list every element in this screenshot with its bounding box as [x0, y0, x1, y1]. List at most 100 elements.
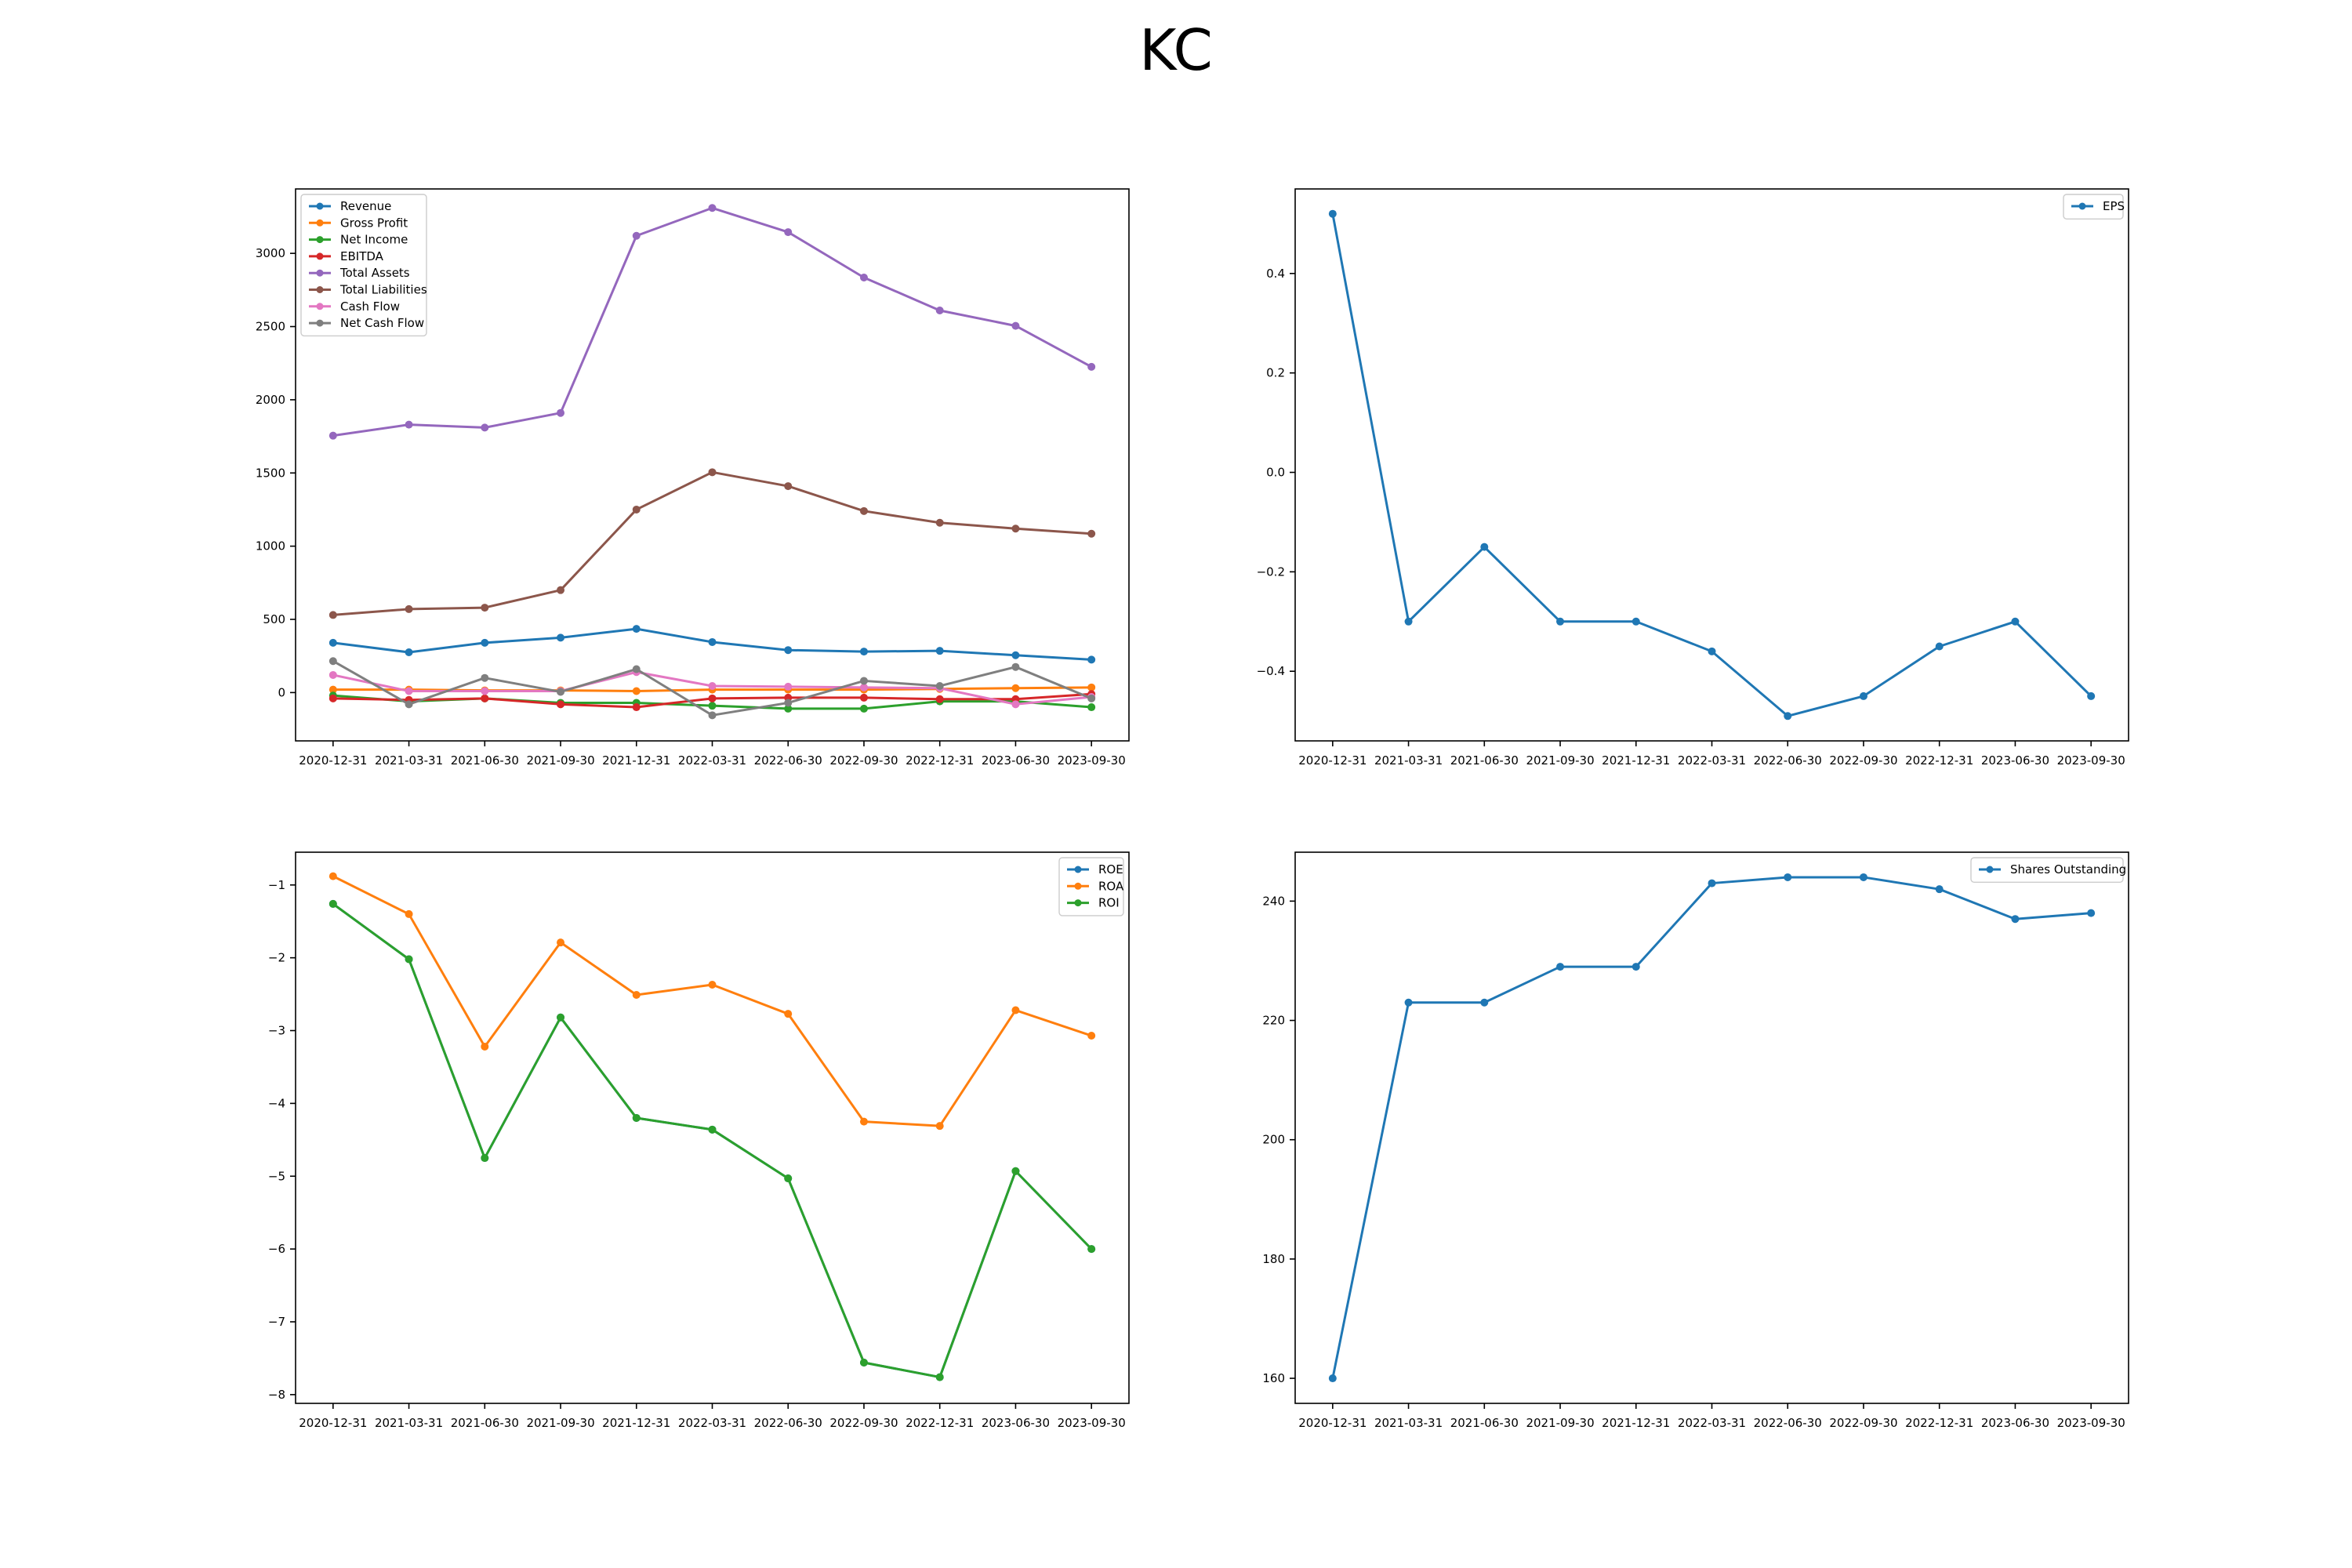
y-tick-label: −0.4 [1257, 664, 1285, 678]
x-tick-label: 2023-09-30 [1058, 753, 1126, 768]
data-point [859, 273, 868, 281]
y-tick-label: −2 [268, 951, 285, 965]
data-point [1011, 662, 1020, 671]
data-point [708, 204, 717, 212]
legend-label: ROA [1098, 879, 1124, 893]
x-tick-label: 2022-12-31 [906, 753, 974, 768]
data-point [632, 703, 641, 712]
data-point [1087, 1032, 1096, 1040]
x-tick-label: 2021-09-30 [526, 1416, 594, 1430]
data-point [935, 306, 944, 314]
legend-marker [1074, 866, 1082, 873]
data-point [1011, 524, 1020, 533]
legend-box [300, 194, 427, 337]
data-point [2011, 915, 2020, 924]
data-point [1632, 963, 1640, 971]
x-tick-label: 2022-03-31 [1678, 1416, 1746, 1430]
data-point [859, 677, 868, 685]
data-point [557, 408, 565, 417]
data-point [1011, 700, 1020, 709]
x-tick-label: 2022-12-31 [1905, 753, 1973, 768]
x-tick-label: 2021-06-30 [1450, 753, 1519, 768]
data-point [708, 702, 717, 710]
y-tick-label: −1 [268, 878, 285, 892]
x-tick-label: 2021-09-30 [1526, 753, 1594, 768]
legend-marker [316, 236, 324, 244]
y-tick-label: 200 [1262, 1133, 1285, 1147]
legend-marker [1074, 899, 1082, 907]
legend: Shares Outstanding [1970, 857, 2126, 883]
data-point [481, 604, 489, 612]
data-point [328, 899, 337, 908]
data-point [1859, 873, 1867, 881]
x-tick-label: 2022-03-31 [678, 1416, 746, 1430]
x-tick-label: 2021-06-30 [1450, 1416, 1519, 1430]
x-tick-label: 2023-09-30 [1058, 1416, 1126, 1430]
y-tick-label: 2500 [256, 320, 285, 334]
data-point [328, 657, 337, 666]
legend-marker [316, 252, 324, 260]
data-point [481, 423, 489, 432]
data-point [1087, 703, 1096, 712]
data-point [784, 1174, 793, 1183]
data-point [632, 505, 641, 514]
data-point [1404, 998, 1413, 1007]
y-tick-label: −3 [268, 1024, 285, 1038]
x-tick-label: 2021-03-31 [1374, 1416, 1443, 1430]
series-total-liabilities [328, 468, 1096, 619]
x-tick-label: 2021-06-30 [451, 753, 519, 768]
data-point [632, 991, 641, 1000]
data-point [1404, 617, 1413, 626]
plot-frame [295, 851, 1130, 1404]
series-ebitda [328, 690, 1096, 712]
legend-marker [2078, 202, 2086, 210]
x-tick-label: 2022-09-30 [829, 753, 898, 768]
x-tick-label: 2021-09-30 [1526, 1416, 1594, 1430]
data-point [632, 625, 641, 633]
data-point [859, 506, 868, 515]
data-point [935, 681, 944, 690]
y-tick-label: −5 [268, 1169, 285, 1183]
data-point [784, 699, 793, 707]
series-cash-flow [328, 668, 1096, 709]
legend-marker [1986, 866, 1994, 873]
data-point [1011, 684, 1020, 692]
series-roi [328, 899, 1096, 1381]
data-point [328, 685, 337, 694]
y-tick-label: 180 [1262, 1252, 1285, 1266]
x-tick-label: 2023-06-30 [982, 1416, 1050, 1430]
x-tick-label: 2023-09-30 [2057, 753, 2125, 768]
data-point [935, 518, 944, 527]
data-point [1011, 651, 1020, 659]
legend: EPS [2063, 194, 2125, 220]
data-point [557, 688, 565, 696]
data-point [708, 637, 717, 646]
data-point [1011, 321, 1020, 330]
y-tick-label: 0.2 [1266, 366, 1285, 380]
legend-marker [1074, 882, 1082, 890]
figure-title: KC [1139, 17, 1213, 83]
data-point [784, 646, 793, 655]
data-point [1087, 1245, 1096, 1254]
data-point [708, 694, 717, 702]
legend-label: ROI [1098, 896, 1120, 910]
data-point [405, 648, 413, 657]
data-point [784, 482, 793, 491]
data-point [328, 638, 337, 647]
y-tick-label: 0.4 [1266, 267, 1285, 281]
series-total-assets [328, 204, 1096, 440]
data-point [859, 648, 868, 656]
data-point [1011, 1167, 1020, 1175]
data-point [557, 700, 565, 709]
legend-label: EPS [2103, 199, 2125, 213]
y-tick-label: 500 [263, 612, 285, 626]
data-point [1935, 885, 1944, 894]
data-point [481, 1042, 489, 1051]
series-line [1331, 876, 2092, 1379]
legend-label: Cash Flow [340, 299, 400, 314]
data-point [1087, 683, 1096, 691]
data-point [481, 687, 489, 695]
